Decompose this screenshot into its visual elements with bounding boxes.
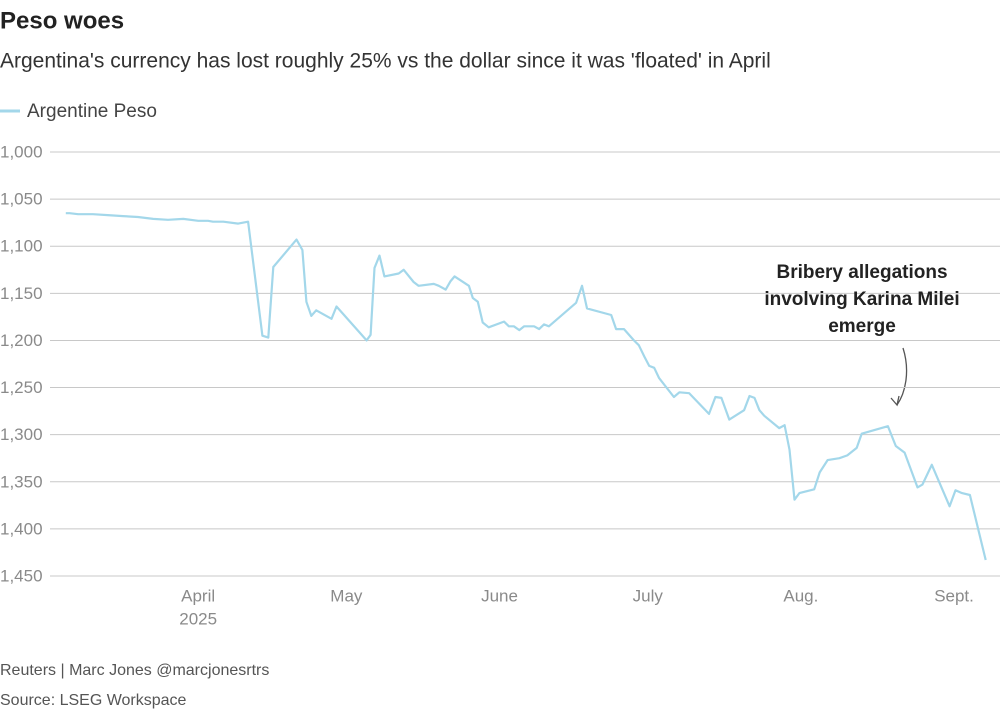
y-tick-label: 1,200 xyxy=(0,331,43,350)
x-tick-label: June xyxy=(481,586,518,605)
series-line xyxy=(65,212,987,561)
x-tick-label: April xyxy=(181,586,215,605)
chart-title: Peso woes xyxy=(0,7,124,34)
y-tick-label: 1,350 xyxy=(0,472,43,491)
y-tick-label: 1,100 xyxy=(0,237,43,256)
y-tick-label: 1,000 xyxy=(0,142,43,161)
y-tick-label: 1,150 xyxy=(0,284,43,303)
x-tick-label: July xyxy=(633,586,664,605)
annotation: emerge xyxy=(828,316,896,337)
credit: Reuters | Marc Jones @marcjonesrtrs xyxy=(0,662,269,679)
y-tick-label: 1,250 xyxy=(0,378,43,397)
y-tick-label: 1,300 xyxy=(0,425,43,444)
x-tick-label: May xyxy=(330,586,363,605)
y-tick-label: 1,050 xyxy=(0,190,43,209)
chart-subtitle: Argentina's currency has lost roughly 25… xyxy=(0,50,771,73)
x-tick-label: Aug. xyxy=(783,586,818,605)
legend-label: Argentine Peso xyxy=(27,101,157,122)
source: Source: LSEG Workspace xyxy=(0,692,187,709)
annotation: involving Karina Milei xyxy=(764,289,959,310)
annotation: Bribery allegations xyxy=(776,262,947,283)
y-tick-label: 1,400 xyxy=(0,519,43,538)
annotation-arrow xyxy=(896,347,908,406)
y-tick-label: 1,450 xyxy=(0,566,43,585)
x-year-label: 2025 xyxy=(179,609,217,628)
annotation-arrowhead xyxy=(890,395,900,407)
x-tick-label: Sept. xyxy=(934,586,974,605)
